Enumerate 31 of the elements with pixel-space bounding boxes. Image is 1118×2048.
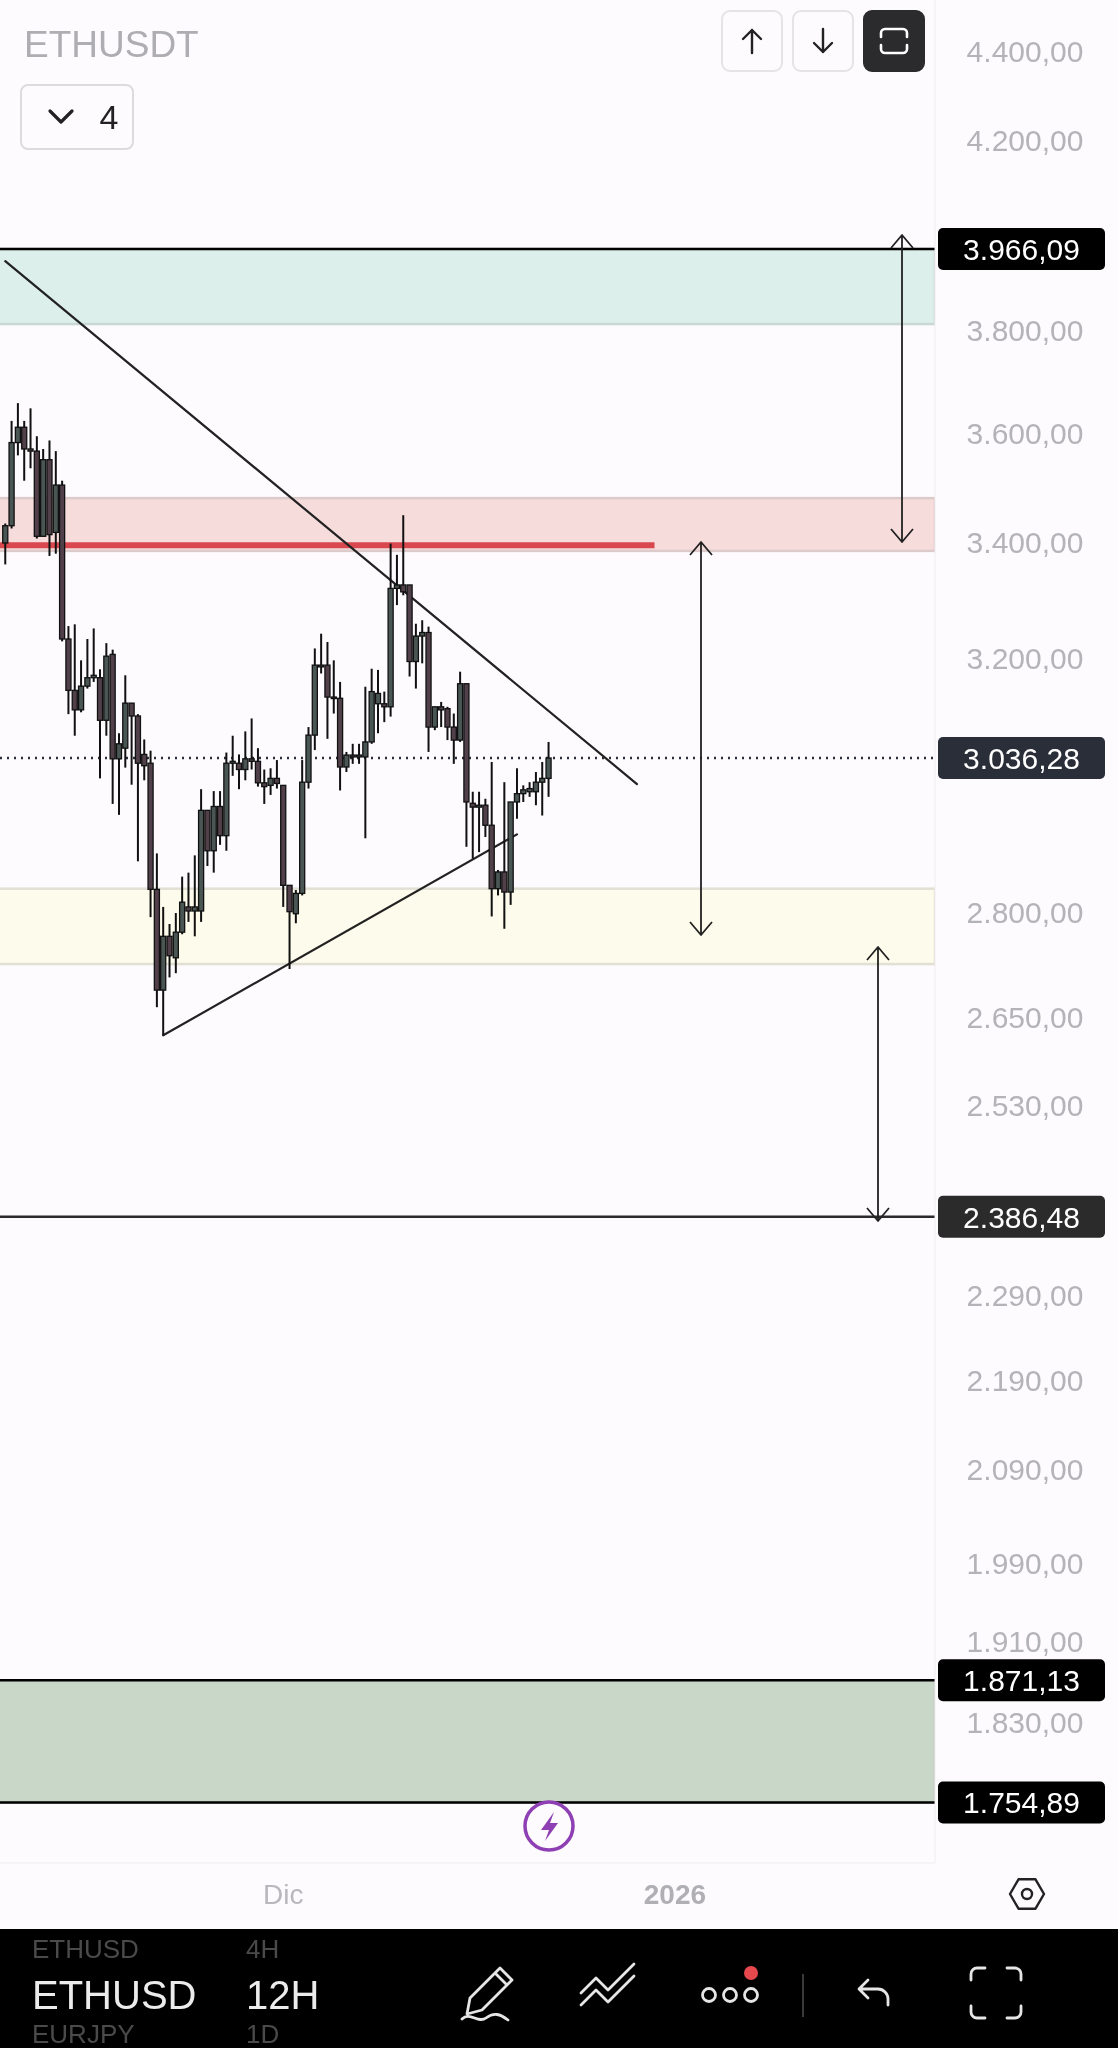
x-tick-label: 2026 [643, 1879, 707, 1911]
y-tick-label: 3.400,00 [966, 526, 1084, 560]
text: ETHUSD [32, 1934, 139, 1964]
y-tick-label: 3.600,00 [966, 417, 1084, 451]
y-tick-label: 2.190,00 [966, 1364, 1084, 1398]
ref-line-label: 3.036,28 [963, 741, 1080, 775]
ref-line-label: 3.966,09 [963, 232, 1080, 266]
y-tick-label: 4.400,00 [966, 35, 1084, 69]
dropdown-button: 4 [20, 84, 134, 150]
text: ETHUSDT [24, 24, 199, 66]
ref-line-label: 1.871,13 [963, 1664, 1080, 1698]
text: 4H [246, 1934, 280, 1964]
y-tick-label: 2.650,00 [966, 1001, 1084, 1035]
y-tick-label: 2.290,00 [966, 1279, 1084, 1313]
y-tick-label: 2.090,00 [966, 1453, 1084, 1487]
ref-line-label: 1.754,89 [963, 1786, 1080, 1820]
ref-line-label: 2.386,48 [963, 1200, 1080, 1234]
y-tick-label: 3.800,00 [966, 314, 1084, 348]
y-tick-label: 1.830,00 [966, 1706, 1084, 1740]
y-tick-label: 1.990,00 [966, 1546, 1084, 1580]
text: ETHUSD [32, 1973, 197, 2018]
x-tick-label: Dic [263, 1879, 304, 1911]
y-tick-label: 4.200,00 [966, 123, 1084, 157]
y-tick-label: 2.530,00 [966, 1089, 1084, 1123]
y-tick-label: 1.910,00 [966, 1624, 1084, 1658]
text: EURJPY [32, 2019, 135, 2048]
y-tick-label: 2.800,00 [966, 896, 1084, 930]
text: 1D [246, 2019, 280, 2048]
annotation: 4 [99, 98, 119, 137]
text: 12H [246, 1973, 320, 2018]
y-tick-label: 3.200,00 [966, 641, 1084, 675]
